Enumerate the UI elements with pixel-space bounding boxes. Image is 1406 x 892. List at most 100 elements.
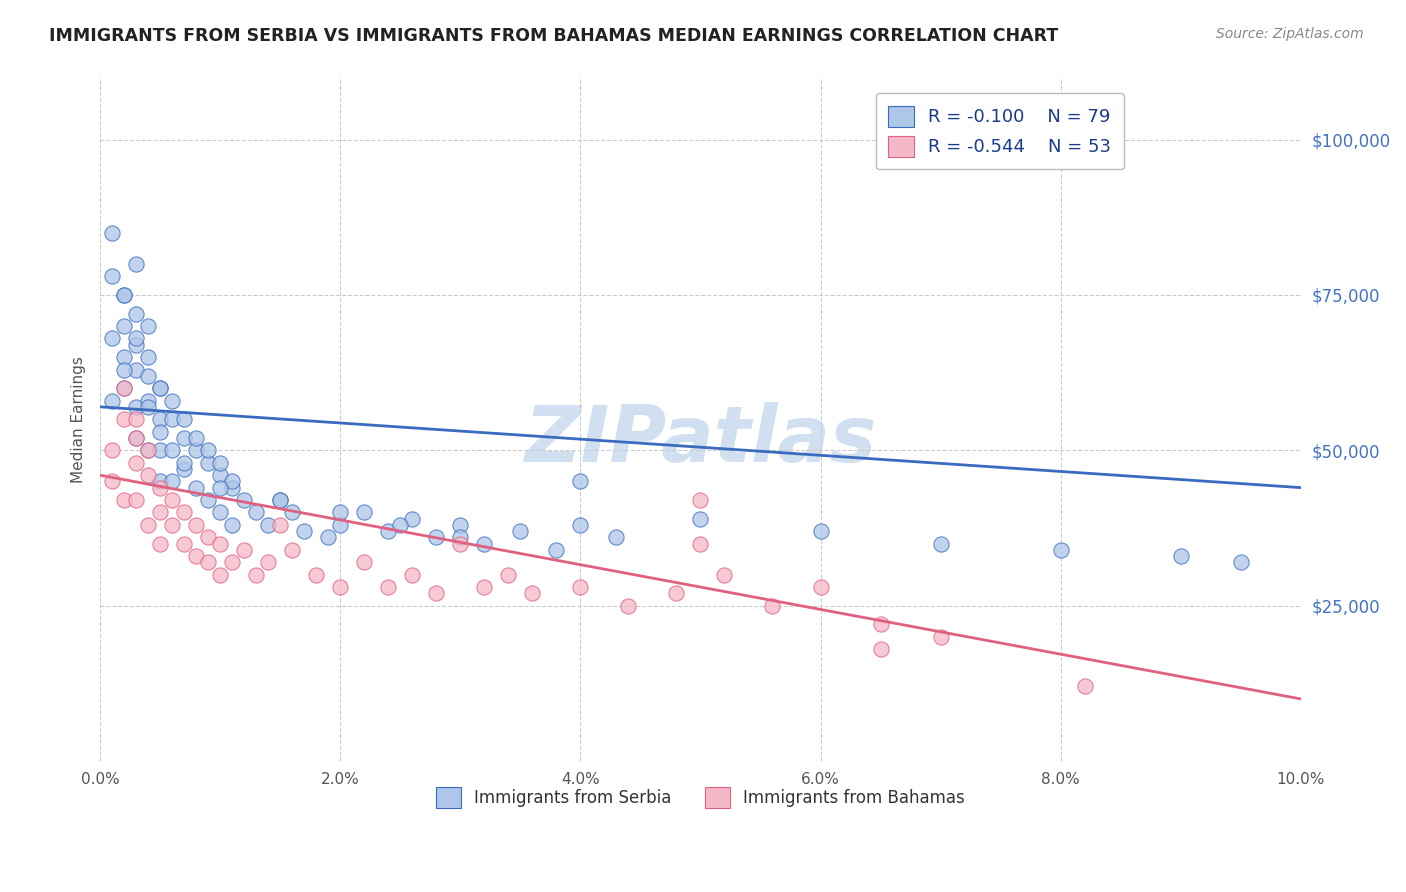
Point bbox=[569, 517, 592, 532]
Point bbox=[401, 511, 423, 525]
Point bbox=[233, 493, 256, 508]
Point bbox=[221, 475, 243, 489]
Point bbox=[173, 536, 195, 550]
Point bbox=[257, 517, 280, 532]
Point bbox=[125, 257, 148, 271]
Point bbox=[173, 412, 195, 426]
Point bbox=[389, 517, 412, 532]
Point bbox=[869, 642, 891, 657]
Point bbox=[160, 475, 183, 489]
Point bbox=[149, 381, 172, 395]
Legend: Immigrants from Serbia, Immigrants from Bahamas: Immigrants from Serbia, Immigrants from … bbox=[429, 780, 972, 814]
Point bbox=[160, 517, 183, 532]
Point bbox=[245, 506, 267, 520]
Point bbox=[112, 362, 135, 376]
Point bbox=[136, 368, 159, 383]
Text: Source: ZipAtlas.com: Source: ZipAtlas.com bbox=[1216, 27, 1364, 41]
Point bbox=[101, 269, 124, 284]
Point bbox=[810, 524, 832, 538]
Point bbox=[160, 493, 183, 508]
Text: IMMIGRANTS FROM SERBIA VS IMMIGRANTS FROM BAHAMAS MEDIAN EARNINGS CORRELATION CH: IMMIGRANTS FROM SERBIA VS IMMIGRANTS FRO… bbox=[49, 27, 1059, 45]
Point bbox=[209, 567, 232, 582]
Point bbox=[509, 524, 531, 538]
Point bbox=[869, 617, 891, 632]
Point bbox=[173, 462, 195, 476]
Point bbox=[665, 586, 688, 600]
Point bbox=[269, 493, 291, 508]
Point bbox=[281, 542, 304, 557]
Point bbox=[197, 493, 219, 508]
Point bbox=[149, 425, 172, 439]
Point bbox=[149, 412, 172, 426]
Point bbox=[186, 443, 208, 458]
Point bbox=[605, 530, 627, 544]
Point bbox=[929, 536, 952, 550]
Point bbox=[160, 393, 183, 408]
Point bbox=[186, 549, 208, 563]
Point bbox=[689, 511, 711, 525]
Point bbox=[112, 288, 135, 302]
Point bbox=[569, 475, 592, 489]
Point bbox=[810, 580, 832, 594]
Point bbox=[329, 506, 352, 520]
Point bbox=[761, 599, 783, 613]
Point bbox=[173, 506, 195, 520]
Point bbox=[221, 481, 243, 495]
Point bbox=[173, 456, 195, 470]
Point bbox=[425, 586, 447, 600]
Point bbox=[377, 524, 399, 538]
Point bbox=[377, 580, 399, 594]
Point bbox=[329, 517, 352, 532]
Point bbox=[125, 456, 148, 470]
Point bbox=[449, 536, 471, 550]
Point bbox=[292, 524, 315, 538]
Point bbox=[136, 443, 159, 458]
Point bbox=[112, 412, 135, 426]
Point bbox=[209, 506, 232, 520]
Point bbox=[125, 412, 148, 426]
Point bbox=[353, 506, 375, 520]
Point bbox=[149, 475, 172, 489]
Point bbox=[149, 506, 172, 520]
Point bbox=[316, 530, 339, 544]
Point bbox=[269, 493, 291, 508]
Point bbox=[1073, 680, 1095, 694]
Point bbox=[197, 555, 219, 569]
Point bbox=[498, 567, 520, 582]
Point bbox=[149, 536, 172, 550]
Point bbox=[160, 412, 183, 426]
Point bbox=[197, 456, 219, 470]
Point bbox=[689, 536, 711, 550]
Point bbox=[125, 307, 148, 321]
Point bbox=[569, 580, 592, 594]
Point bbox=[401, 567, 423, 582]
Point bbox=[197, 443, 219, 458]
Point bbox=[112, 381, 135, 395]
Point bbox=[125, 400, 148, 414]
Point bbox=[101, 443, 124, 458]
Point bbox=[125, 337, 148, 351]
Point bbox=[449, 517, 471, 532]
Point bbox=[305, 567, 328, 582]
Point bbox=[713, 567, 735, 582]
Point bbox=[186, 481, 208, 495]
Point bbox=[269, 517, 291, 532]
Point bbox=[173, 431, 195, 445]
Point bbox=[112, 350, 135, 364]
Point bbox=[197, 530, 219, 544]
Point bbox=[546, 542, 568, 557]
Point bbox=[136, 400, 159, 414]
Point bbox=[125, 362, 148, 376]
Point bbox=[101, 331, 124, 345]
Point bbox=[136, 443, 159, 458]
Point bbox=[149, 381, 172, 395]
Point bbox=[329, 580, 352, 594]
Point bbox=[1170, 549, 1192, 563]
Point bbox=[233, 542, 256, 557]
Point bbox=[136, 468, 159, 483]
Point bbox=[125, 431, 148, 445]
Point bbox=[209, 456, 232, 470]
Point bbox=[221, 555, 243, 569]
Point bbox=[136, 393, 159, 408]
Point bbox=[112, 319, 135, 334]
